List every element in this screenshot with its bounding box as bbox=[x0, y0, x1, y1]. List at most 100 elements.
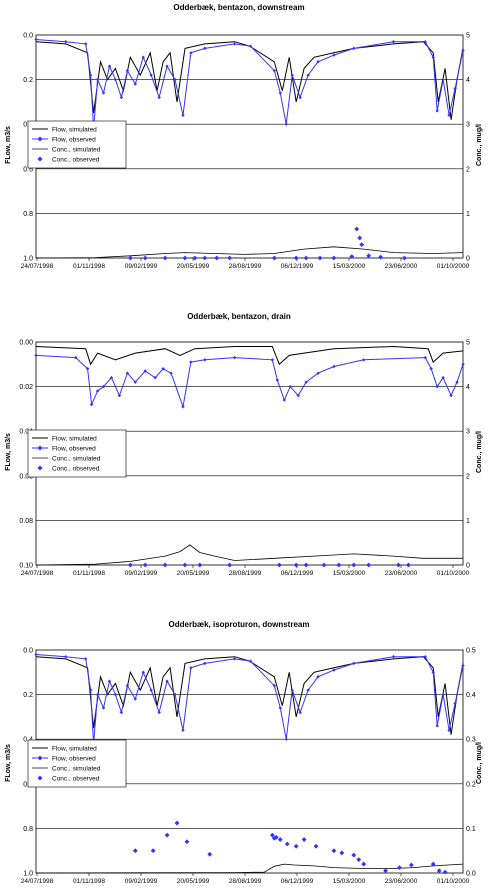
y-tick-label-right: 0.3 bbox=[466, 737, 476, 744]
data-point bbox=[278, 706, 282, 710]
data-point bbox=[95, 77, 100, 82]
data-point bbox=[296, 393, 300, 398]
x-tick-label: 15/03/2000 bbox=[333, 570, 366, 577]
y-axis-label-left: FLow, m3/s bbox=[5, 433, 12, 471]
chart-title: Odderbæk, bentazon, downstream bbox=[173, 3, 304, 12]
data-point bbox=[101, 91, 106, 95]
data-point bbox=[232, 657, 237, 661]
data-point bbox=[162, 255, 168, 261]
data-point bbox=[150, 848, 156, 854]
legend-label: Conc., simulated bbox=[52, 147, 101, 154]
y-tick-label-left: 0.2 bbox=[23, 692, 33, 699]
data-point bbox=[435, 724, 439, 728]
x-tick-label: 28/08/1999 bbox=[229, 263, 262, 270]
data-point bbox=[64, 654, 68, 659]
data-point bbox=[248, 659, 253, 663]
data-point bbox=[436, 868, 442, 874]
series-flow-simulated bbox=[35, 345, 464, 366]
chart-title: Odderbæk, isoproturon, downstream bbox=[169, 620, 310, 629]
x-tick-label: 01/11/1998 bbox=[73, 263, 105, 270]
data-point bbox=[356, 857, 362, 863]
y-axis-label-right: Conc., mug/l bbox=[476, 124, 483, 166]
data-point bbox=[298, 95, 302, 100]
x-tick-label: 28/08/1999 bbox=[229, 878, 262, 885]
x-tick-label: 28/08/1999 bbox=[229, 570, 262, 577]
data-point bbox=[270, 358, 275, 362]
y-tick-label-left: 0.06 bbox=[19, 473, 33, 480]
data-point bbox=[442, 869, 448, 875]
x-tick-label: 20/05/1999 bbox=[177, 263, 210, 270]
data-point bbox=[276, 562, 282, 568]
data-point bbox=[423, 355, 427, 360]
data-point bbox=[157, 710, 161, 715]
data-point bbox=[366, 562, 372, 568]
data-point bbox=[461, 362, 465, 366]
series-flow-simulated bbox=[35, 656, 464, 735]
legend-marker-flow-observed bbox=[37, 136, 43, 142]
data-point bbox=[142, 255, 148, 261]
data-point bbox=[332, 53, 336, 57]
data-point bbox=[85, 367, 90, 371]
data-point bbox=[332, 668, 336, 672]
data-point bbox=[331, 848, 337, 854]
data-point bbox=[402, 255, 407, 261]
data-point bbox=[277, 837, 283, 842]
data-point bbox=[408, 862, 414, 868]
data-point bbox=[316, 60, 320, 64]
data-point bbox=[117, 393, 122, 398]
series-conc-simulated bbox=[35, 863, 464, 874]
data-point bbox=[189, 51, 193, 55]
data-point bbox=[197, 562, 203, 568]
data-point bbox=[34, 353, 38, 358]
data-point bbox=[202, 255, 208, 261]
series-conc-simulated bbox=[35, 544, 463, 566]
legend-label: Conc., simulated bbox=[52, 456, 101, 463]
data-point bbox=[336, 562, 342, 568]
data-point bbox=[306, 73, 310, 77]
x-tick-label: 20/05/1999 bbox=[177, 878, 210, 885]
x-tick-label: 01/11/1998 bbox=[73, 878, 105, 885]
data-point bbox=[141, 55, 145, 59]
y-tick-label-left: 0.8 bbox=[23, 211, 33, 218]
data-point bbox=[173, 692, 177, 697]
data-point bbox=[95, 692, 100, 697]
data-point bbox=[153, 375, 157, 380]
data-point bbox=[306, 688, 310, 692]
data-point bbox=[34, 652, 38, 657]
data-point bbox=[321, 562, 327, 568]
data-point bbox=[189, 666, 193, 670]
series-conc-observed bbox=[127, 226, 407, 261]
series-flow-observed bbox=[34, 353, 465, 409]
y-tick-label-left: 0.0 bbox=[23, 33, 33, 40]
data-point bbox=[461, 663, 465, 668]
x-tick-label: 01/10/2000 bbox=[437, 263, 470, 270]
chart-panel-2: Odderbæk, bentazon, drain FLow, m3/s Con… bbox=[5, 312, 483, 577]
data-point bbox=[316, 371, 320, 375]
data-point bbox=[133, 380, 138, 384]
data-point bbox=[232, 355, 237, 360]
series-flow-simulated bbox=[35, 41, 464, 120]
data-point bbox=[88, 688, 93, 692]
data-point bbox=[391, 39, 396, 44]
data-point bbox=[293, 562, 299, 568]
data-point bbox=[132, 848, 138, 854]
data-point bbox=[354, 226, 360, 232]
y-tick-label-right: 1 bbox=[466, 518, 470, 525]
data-point bbox=[396, 562, 401, 568]
y-axis-label-left: FLow, m3/s bbox=[5, 126, 12, 164]
data-point bbox=[359, 242, 365, 248]
data-point bbox=[203, 661, 207, 666]
data-point bbox=[169, 371, 173, 375]
y-tick-label-left: 1.0 bbox=[23, 256, 33, 263]
x-tick-label: 15/03/2000 bbox=[333, 263, 366, 270]
y-tick-label-left: 0.02 bbox=[19, 384, 33, 391]
data-point bbox=[161, 367, 165, 371]
data-point bbox=[165, 64, 169, 68]
data-point bbox=[441, 77, 445, 82]
data-point bbox=[423, 654, 427, 659]
y-tick-label-left: 0.0 bbox=[23, 648, 33, 655]
series-line bbox=[35, 246, 464, 259]
data-point bbox=[366, 253, 372, 259]
data-point bbox=[95, 389, 100, 393]
